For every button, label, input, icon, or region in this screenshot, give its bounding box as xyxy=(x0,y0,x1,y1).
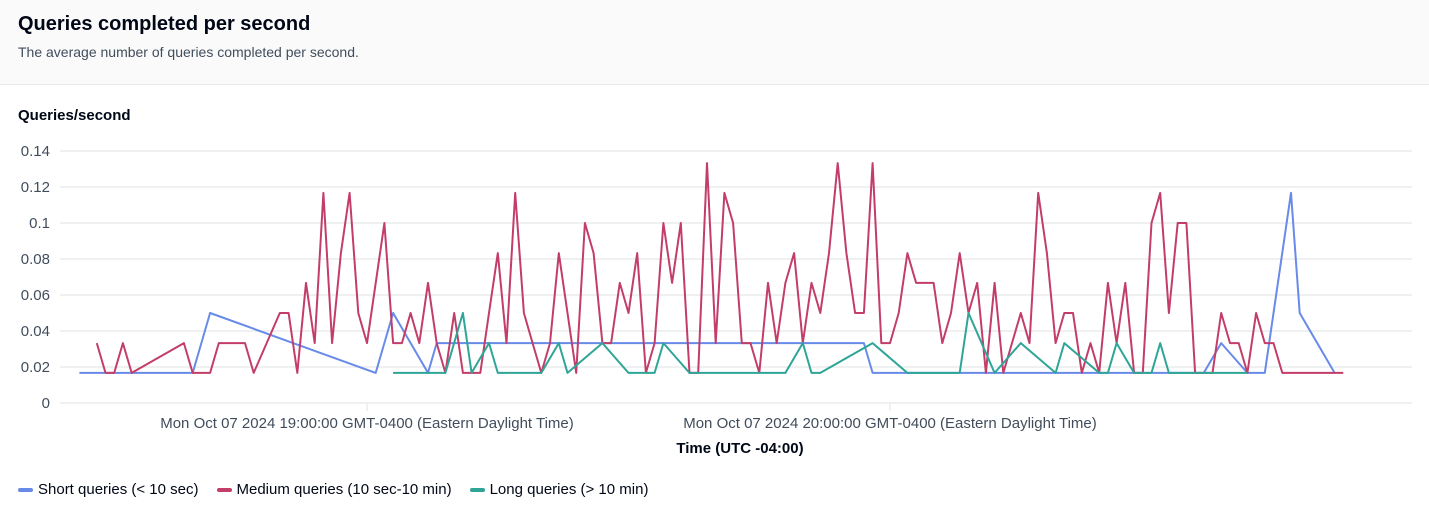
legend-item-short[interactable]: Short queries (< 10 sec) xyxy=(18,481,199,498)
series-line-1[interactable] xyxy=(95,162,1344,374)
legend: Short queries (< 10 sec) Medium queries … xyxy=(18,481,648,498)
y-tick-label: 0.04 xyxy=(21,323,50,340)
legend-swatch xyxy=(469,487,485,492)
y-tick-label: 0.12 xyxy=(21,179,50,196)
legend-label: Short queries (< 10 sec) xyxy=(38,481,199,498)
y-tick-label: 0.1 xyxy=(29,215,50,232)
legend-item-long[interactable]: Long queries (> 10 min) xyxy=(469,481,649,498)
y-tick-label: 0.08 xyxy=(21,251,50,268)
x-axis-title: Time (UTC -04:00) xyxy=(676,440,803,457)
legend-swatch xyxy=(18,487,33,492)
legend-label: Medium queries (10 sec-10 min) xyxy=(236,481,452,498)
legend-item-medium[interactable]: Medium queries (10 sec-10 min) xyxy=(216,481,452,498)
y-tick-label: 0 xyxy=(42,395,50,412)
x-tick-label: Mon Oct 07 2024 19:00:00 GMT-0400 (Easte… xyxy=(160,415,574,432)
y-axis-title: Queries/second xyxy=(18,107,131,124)
legend-swatch xyxy=(216,487,232,492)
series-line-0[interactable] xyxy=(79,191,1336,374)
chart-header: Queries completed per second The average… xyxy=(0,0,1429,85)
y-tick-label: 0.06 xyxy=(21,287,50,304)
chart-subtitle: The average number of queries completed … xyxy=(18,44,359,60)
legend-label: Long queries (> 10 min) xyxy=(489,481,649,498)
chart-title: Queries completed per second xyxy=(18,13,311,35)
y-tick-label: 0.14 xyxy=(21,143,50,160)
y-tick-label: 0.02 xyxy=(21,359,50,376)
x-tick-label: Mon Oct 07 2024 20:00:00 GMT-0400 (Easte… xyxy=(683,415,1097,432)
series-line-2[interactable] xyxy=(393,312,1248,374)
